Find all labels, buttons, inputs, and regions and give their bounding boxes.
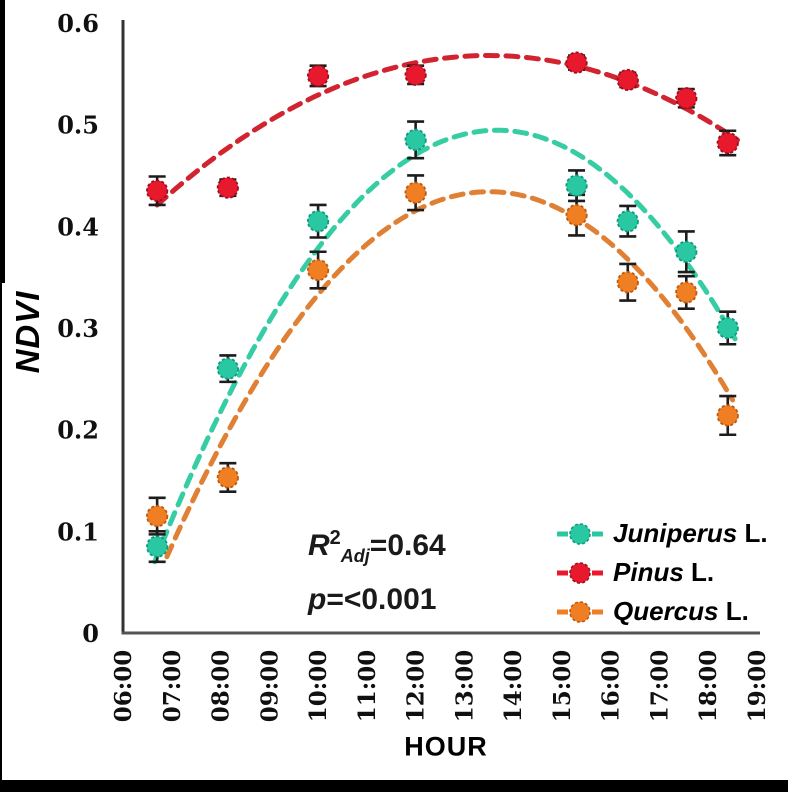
data-point-juniperus [404,128,427,152]
y-tick-label: 0.1 [57,517,99,546]
x-tick-label: 18:00 [695,650,722,723]
fit-annotation: R2Adj=0.64 p=<0.001 [308,516,446,622]
legend-marker-pinus-icon [557,561,603,584]
y-tick-label: 0.5 [57,111,99,140]
data-point-pinus [565,51,588,74]
fit-curve-pinus [154,53,740,208]
x-tick-label: 06:00 [110,650,137,723]
data-point-juniperus [216,357,239,380]
y-tick-label: 0.6 [57,9,99,38]
x-tick-label: 17:00 [646,650,673,723]
data-point-juniperus [306,210,330,233]
data-point-pinus [616,68,639,92]
legend-item-quercus: Quercus L. [556,592,768,631]
data-point-quercus [404,181,427,204]
x-tick-label: 11:00 [354,650,381,723]
y-tick-label: 0.2 [57,416,99,445]
y-tick-label: 0.3 [57,314,99,343]
legend: Juniperus L. Pinus L. Quercus L. [556,514,768,631]
x-tick-label: 08:00 [208,650,235,723]
x-tick-label: 13:00 [451,650,478,723]
r2-value: =0.64 [369,529,446,562]
legend-label: Pinus L. [613,557,715,587]
x-tick-label: 09:00 [256,650,283,723]
p-value: =<0.001 [326,583,437,616]
data-point-juniperus [565,174,588,197]
fit-curve-juniperus [152,127,738,565]
p-symbol: p [308,583,327,616]
legend-item-juniperus: Juniperus L. [556,514,768,553]
left-border-bar [0,0,5,283]
left-border-line [0,283,2,792]
legend-item-pinus: Pinus L. [556,553,768,592]
data-point-quercus [675,281,698,304]
x-tick-label: 15:00 [549,650,576,723]
data-point-pinus [404,63,427,86]
data-point-juniperus [716,316,739,340]
data-point-juniperus [146,535,169,558]
data-point-pinus [216,176,239,199]
y-tick-label: 0.4 [57,212,99,241]
data-point-pinus [306,64,330,87]
r2-superscript: 2 [329,527,341,549]
bottom-border-bar [0,780,788,792]
y-tick-label: 0 [82,619,99,648]
y-axis-title: NDVI [9,284,47,380]
x-axis-title: HOUR [404,731,488,762]
x-tick-label: 12:00 [403,650,430,723]
p-value-text: p=<0.001 [308,578,446,622]
legend-label: Juniperus L. [613,518,768,548]
data-point-pinus [146,179,169,202]
data-point-juniperus [675,240,698,263]
data-point-quercus [306,258,330,282]
x-tick-label: 14:00 [500,650,527,723]
data-point-pinus [716,131,739,155]
r2-symbol: R [308,529,330,562]
data-point-pinus [675,87,698,110]
data-point-quercus [565,204,588,227]
data-point-quercus [216,466,239,489]
data-point-juniperus [616,210,639,233]
x-tick-label: 07:00 [159,650,186,723]
x-tick-label: 19:00 [744,650,771,723]
r2-text: R2Adj=0.64 [308,516,446,578]
r2-subscript: Adj [340,546,370,566]
fit-curve-quercus [164,189,736,560]
data-point-quercus [146,504,169,528]
data-point-quercus [616,271,639,294]
x-tick-label: 16:00 [598,650,625,723]
x-tick-label: 10:00 [305,650,332,723]
data-point-quercus [716,404,739,427]
legend-label: Quercus L. [613,596,749,626]
legend-marker-juniperus-icon [557,522,603,545]
legend-marker-quercus-icon [557,600,603,623]
